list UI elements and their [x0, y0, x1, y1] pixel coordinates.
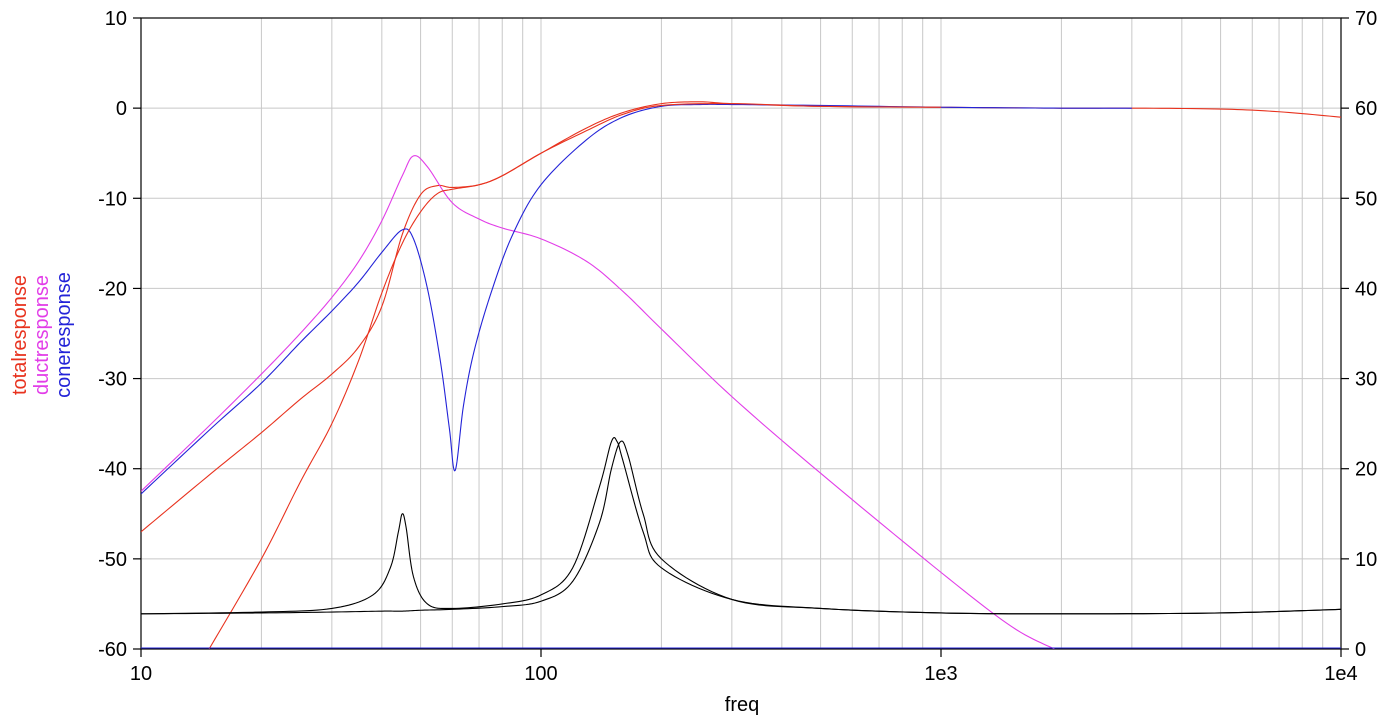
y-right-tick-label: 50	[1355, 188, 1377, 210]
series-coneresponse	[141, 103, 1132, 495]
plot-frame	[140, 17, 1342, 650]
y-left-tick-label: -20	[98, 278, 127, 300]
y-axis-right-ticks: 70 60 50 40 30 20 10 0	[1341, 8, 1377, 661]
y-left-tick-label: -10	[98, 188, 127, 210]
x-tick-label: 1e4	[1324, 663, 1357, 685]
x-tick-label: 10	[130, 663, 152, 685]
y-left-tick-label: 10	[105, 8, 127, 30]
y-right-tick-label: 20	[1355, 459, 1377, 481]
series-label-ductresponse: ductresponse	[31, 275, 53, 395]
series-label-coneresponse: coneresponse	[53, 272, 75, 398]
x-tick-label: 1e3	[924, 663, 957, 685]
y-right-tick-label: 60	[1355, 98, 1377, 120]
x-tick-label: 100	[524, 663, 557, 685]
x-axis-ticks: 10 100 1e3 1e4	[130, 649, 1358, 685]
series-unlabeled-3	[208, 103, 942, 649]
y-left-tick-label: 0	[116, 98, 127, 120]
grid	[140, 17, 1341, 650]
y-right-tick-label: 10	[1355, 549, 1377, 571]
y-left-tick-label: -40	[98, 459, 127, 481]
y-right-tick-label: 40	[1355, 278, 1377, 300]
y-left-tick-label: -30	[98, 369, 127, 391]
y-left-tick-label: -50	[98, 549, 127, 571]
y-right-tick-label: 30	[1355, 369, 1377, 391]
series-labels: totalresponseductresponseconeresponse	[9, 272, 75, 398]
y-right-tick-label: 0	[1355, 639, 1366, 661]
series-label-totalresponse: totalresponse	[9, 275, 31, 395]
series-layer	[141, 101, 1341, 649]
series-unlabeled-5	[141, 440, 1341, 615]
series-unlabeled-4	[141, 436, 1341, 615]
y-axis-left-ticks: 10 0 -10 -20 -30 -40 -50 -60	[98, 8, 141, 661]
series-ductresponse	[141, 155, 1055, 649]
x-axis-label: freq	[725, 694, 759, 716]
y-right-tick-label: 70	[1355, 8, 1377, 30]
y-left-tick-label: -60	[98, 639, 127, 661]
series-totalresponse	[141, 101, 1341, 533]
